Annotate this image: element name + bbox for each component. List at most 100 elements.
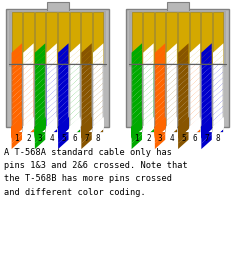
Bar [46,3,69,13]
Polygon shape [178,78,188,93]
Polygon shape [81,122,92,137]
Polygon shape [35,84,45,99]
Bar [213,65,223,133]
Bar [58,65,69,133]
Polygon shape [12,123,22,138]
Polygon shape [166,118,177,133]
Polygon shape [46,119,57,134]
Polygon shape [201,121,212,137]
Polygon shape [23,123,34,138]
Polygon shape [93,119,103,134]
Polygon shape [178,55,188,70]
Polygon shape [213,124,223,139]
Polygon shape [132,118,142,133]
Polygon shape [93,119,103,134]
Polygon shape [166,118,177,133]
Polygon shape [213,120,223,135]
Polygon shape [155,61,165,76]
Bar [35,128,45,133]
Polygon shape [70,120,80,135]
Polygon shape [166,119,177,134]
Polygon shape [155,134,165,149]
Polygon shape [93,101,103,116]
Polygon shape [213,121,223,136]
Polygon shape [190,106,200,121]
Bar [201,65,212,133]
Polygon shape [93,121,103,137]
Bar [201,128,212,133]
Polygon shape [166,121,177,136]
Polygon shape [12,101,22,116]
Polygon shape [213,123,223,138]
Polygon shape [166,122,177,137]
Polygon shape [143,123,154,138]
Polygon shape [143,72,154,87]
Bar [166,13,177,65]
Polygon shape [190,84,200,99]
Polygon shape [213,134,223,149]
Polygon shape [58,84,69,99]
Text: 2: 2 [146,133,151,142]
Polygon shape [81,123,92,138]
Bar [35,65,45,133]
Polygon shape [143,78,154,93]
Polygon shape [93,118,103,133]
Polygon shape [93,78,103,93]
Polygon shape [81,89,92,104]
Polygon shape [201,123,212,138]
Bar [201,13,212,65]
Polygon shape [132,101,142,116]
Bar [35,13,45,65]
Polygon shape [143,124,154,139]
Polygon shape [35,123,45,139]
Polygon shape [213,55,223,70]
Polygon shape [132,120,142,135]
Bar [70,128,80,133]
Polygon shape [35,78,45,93]
Polygon shape [132,124,142,139]
Polygon shape [35,121,45,136]
Polygon shape [190,123,200,138]
Polygon shape [81,67,92,82]
Polygon shape [178,129,188,144]
Polygon shape [93,123,103,139]
Polygon shape [35,72,45,87]
Polygon shape [12,123,22,138]
Polygon shape [178,124,188,139]
Polygon shape [93,118,103,133]
Polygon shape [58,119,69,134]
Polygon shape [143,117,154,132]
Polygon shape [46,122,57,137]
Polygon shape [81,119,92,134]
Polygon shape [58,118,69,133]
Polygon shape [143,55,154,70]
Polygon shape [132,72,142,87]
Polygon shape [213,122,223,137]
Polygon shape [35,121,45,137]
Polygon shape [23,78,34,93]
Polygon shape [178,122,188,137]
Polygon shape [213,119,223,134]
Polygon shape [155,84,165,99]
Polygon shape [155,55,165,70]
Polygon shape [143,118,154,133]
Polygon shape [12,118,22,133]
Polygon shape [178,89,188,104]
Polygon shape [70,123,80,138]
Polygon shape [58,119,69,134]
Polygon shape [35,67,45,82]
Polygon shape [166,120,177,135]
Polygon shape [143,118,154,133]
Polygon shape [143,118,154,133]
Text: 6: 6 [193,133,197,142]
Bar [23,65,34,133]
Polygon shape [23,50,34,65]
Polygon shape [190,121,200,136]
Polygon shape [132,123,142,138]
Polygon shape [143,106,154,121]
Polygon shape [213,101,223,116]
Polygon shape [23,106,34,121]
Bar [93,65,103,133]
Polygon shape [81,44,92,59]
Polygon shape [213,112,223,127]
